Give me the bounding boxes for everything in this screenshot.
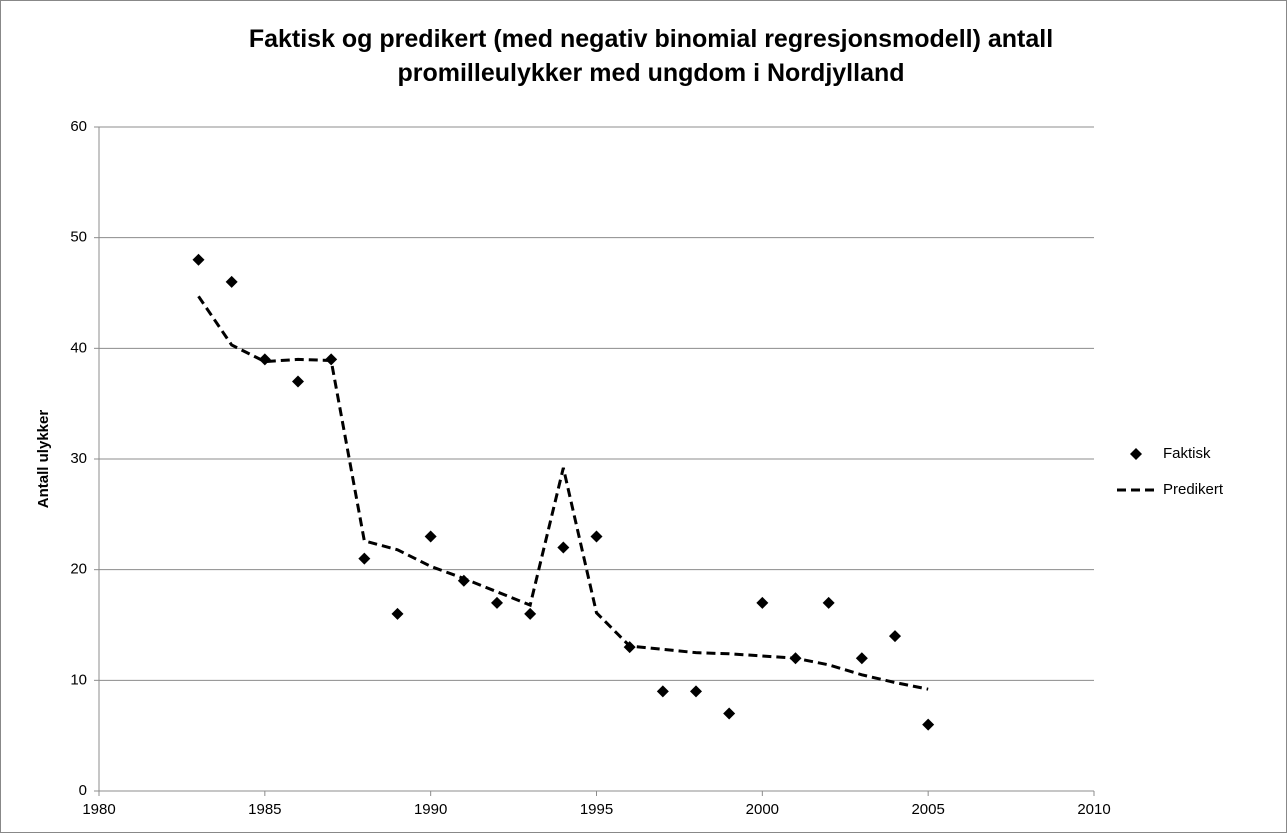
y-tick-label: 20 [70,561,87,578]
chart-title: Faktisk og predikert (med negativ binomi… [248,25,1054,87]
x-tick-label: 2010 [1077,801,1110,818]
data-point [756,596,769,609]
data-point [225,275,238,288]
legend-label: Predikert [1163,481,1224,498]
data-point [491,596,503,609]
data-point [524,607,537,620]
data-point [557,541,570,554]
x-tick-label: 1985 [248,801,281,818]
data-point [590,530,603,543]
y-tick-label: 10 [70,671,87,688]
x-tick-label: 1995 [580,801,613,818]
data-point [292,375,304,388]
y-tick-label: 0 [79,782,87,799]
data-point [192,253,205,266]
y-tick-label: 60 [70,118,87,135]
data-point [855,652,868,665]
data-point [822,596,835,609]
data-point [723,707,736,720]
legend-label: Faktisk [1163,445,1211,462]
legend-marker [1130,448,1142,460]
data-line [197,295,929,691]
data-point [424,530,437,543]
data-point [656,685,669,698]
x-tick-label: 2000 [746,801,779,818]
x-tick-label: 1980 [82,801,115,818]
data-point [690,685,702,698]
data-point [922,718,935,731]
y-tick-label: 50 [70,229,87,246]
y-tick-label: 40 [70,339,87,356]
data-point [391,607,404,620]
data-point [358,552,371,565]
y-axis-label: Antall ulykker [35,410,52,509]
x-tick-label: 2005 [911,801,944,818]
x-tick-label: 1990 [414,801,447,818]
data-point [889,630,901,643]
y-tick-label: 30 [70,450,87,467]
